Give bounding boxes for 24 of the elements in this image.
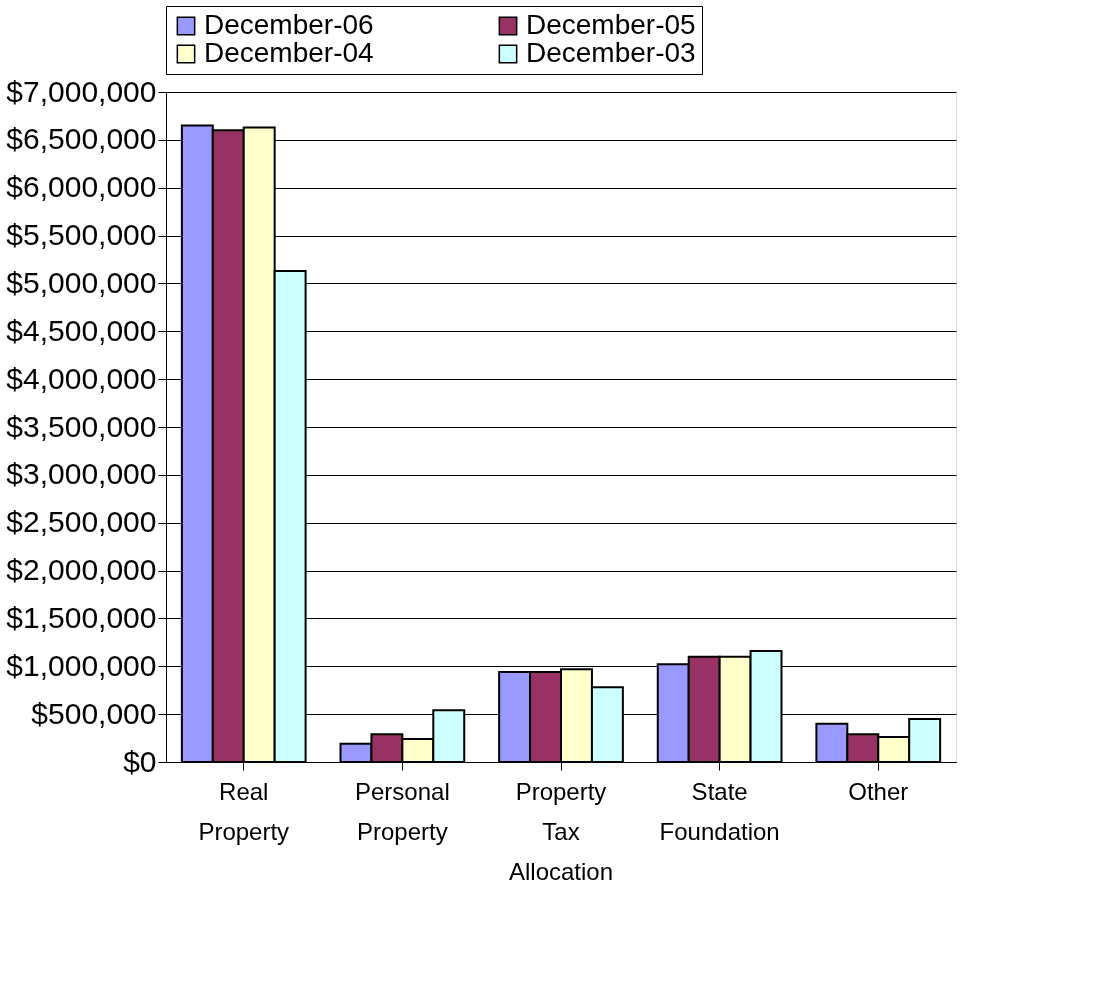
y-tick-label: $500,000	[31, 696, 157, 730]
x-tick-label: Real Property	[198, 777, 290, 845]
y-tick-label: $0	[123, 744, 157, 778]
legend-label: December-03	[526, 37, 696, 68]
y-tick-label: $1,000,000	[6, 648, 157, 682]
y-tick-label: $7,000,000	[6, 74, 157, 108]
legend-label: December-05	[526, 9, 696, 40]
y-tick-label: $2,000,000	[6, 553, 157, 587]
legend-label: December-04	[204, 37, 374, 68]
y-tick-label: $6,000,000	[6, 170, 157, 204]
y-tick-label: $3,000,000	[6, 457, 157, 491]
y-tick-label: $4,000,000	[6, 361, 157, 395]
y-tick-label: $3,500,000	[6, 409, 157, 443]
x-tick-label: Property Tax Allocation	[508, 777, 614, 885]
y-tick-label: $1,500,000	[6, 600, 157, 634]
y-tick-label: $5,500,000	[6, 218, 157, 252]
x-tick-label: Other	[848, 777, 909, 805]
legend-label: December-06	[204, 9, 374, 40]
y-tick-label: $5,000,000	[6, 265, 157, 299]
y-tick-label: $4,500,000	[6, 313, 157, 347]
y-tick-label: $2,500,000	[6, 505, 157, 539]
y-tick-label: $6,500,000	[6, 122, 157, 156]
x-tick-label: Personal Property	[355, 777, 450, 845]
x-tick-label: State Foundation	[659, 777, 780, 845]
